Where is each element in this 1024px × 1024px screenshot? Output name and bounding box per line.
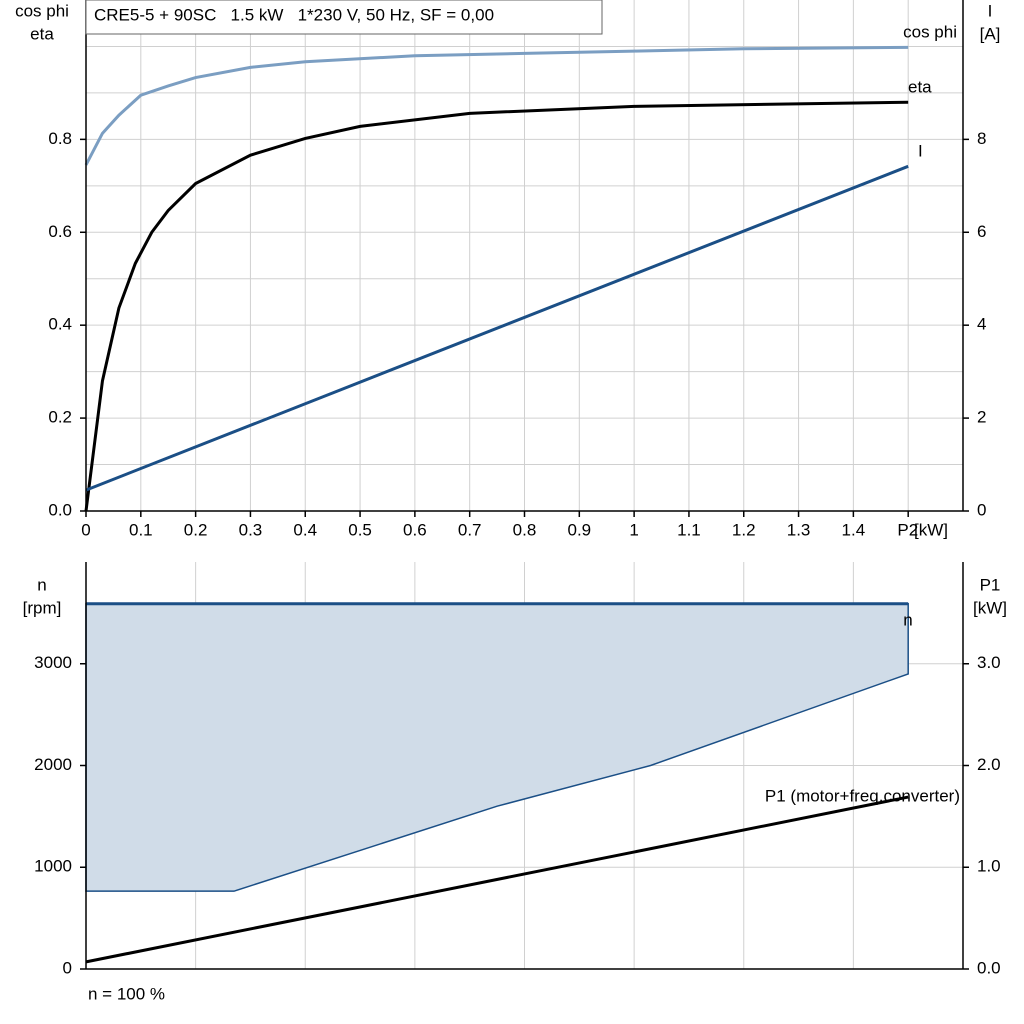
y2-axis-label: [A] <box>980 24 1001 43</box>
series-label: P1 (motor+freq.converter) <box>765 786 960 805</box>
y2-tick-label: 0.0 <box>977 958 1001 977</box>
series-group: n P1 (motor+freq.converter) <box>85 602 960 964</box>
y-tick-label: 0.4 <box>48 315 72 334</box>
x-tick-label: 1.3 <box>787 520 811 539</box>
y-axis-label: cos phi <box>15 1 69 20</box>
x-axis-label: [kW] <box>914 520 948 539</box>
annotation: n = 100 % <box>88 984 165 1003</box>
x-tick-label: 0.7 <box>458 520 482 539</box>
y-tick-label: 0.2 <box>48 408 72 427</box>
x-tick-label: 0.8 <box>513 520 537 539</box>
series-line <box>85 164 909 492</box>
series-line <box>84 45 909 166</box>
x-tick-label: 1 <box>629 520 638 539</box>
x-tick-label: 0.5 <box>348 520 372 539</box>
y2-tick-label: 2 <box>977 408 986 427</box>
series-line <box>85 795 909 964</box>
y2-tick-label: 2.0 <box>977 755 1001 774</box>
y2-axis-label: P1 <box>980 575 1001 594</box>
x-tick-label: 0.3 <box>239 520 263 539</box>
x-tick-label: 0.1 <box>129 520 153 539</box>
series-line <box>84 100 909 512</box>
y2-tick-label: 1.0 <box>977 857 1001 876</box>
y2-axis-label: [kW] <box>973 598 1007 617</box>
y2-tick-label: 8 <box>977 129 986 148</box>
y-axis-label: eta <box>30 24 54 43</box>
series-label: I <box>918 141 923 160</box>
x-tick-label: P2 <box>897 520 918 539</box>
y2-tick-label: 6 <box>977 222 986 241</box>
panel <box>86 0 963 511</box>
y-tick-label: 0.8 <box>48 129 72 148</box>
y-tick-label: 3000 <box>34 653 72 672</box>
x-tick-label: 1.2 <box>732 520 756 539</box>
y-tick-label: 0.0 <box>48 500 72 519</box>
x-tick-label: 0 <box>81 520 90 539</box>
y-tick-label: 0.6 <box>48 222 72 241</box>
series-label: n <box>903 610 912 629</box>
y-axis-label: [rpm] <box>23 598 62 617</box>
area-band <box>85 602 909 892</box>
chart-title: CRE5-5 + 90SC 1.5 kW 1*230 V, 50 Hz, SF … <box>94 5 494 24</box>
title-box <box>85 0 603 35</box>
x-tick-label: 0.2 <box>184 520 208 539</box>
series-label: cos phi <box>903 22 957 41</box>
y-tick-label: 1000 <box>34 857 72 876</box>
y2-tick-label: 3.0 <box>977 653 1001 672</box>
y2-tick-label: 4 <box>977 315 986 334</box>
x-tick-label: 0.6 <box>403 520 427 539</box>
y2-tick-label: 0 <box>977 500 986 519</box>
x-tick-label: 1.4 <box>842 520 866 539</box>
series-group: cos phi eta I <box>84 22 957 512</box>
y-tick-label: 0 <box>63 958 72 977</box>
y-axis-label: n <box>37 575 46 594</box>
y-tick-label: 2000 <box>34 755 72 774</box>
series-label: eta <box>908 77 932 96</box>
x-tick-label: 0.4 <box>293 520 317 539</box>
y2-axis-label: I <box>988 1 993 20</box>
x-tick-label: 1.1 <box>677 520 701 539</box>
x-tick-label: 0.9 <box>567 520 591 539</box>
